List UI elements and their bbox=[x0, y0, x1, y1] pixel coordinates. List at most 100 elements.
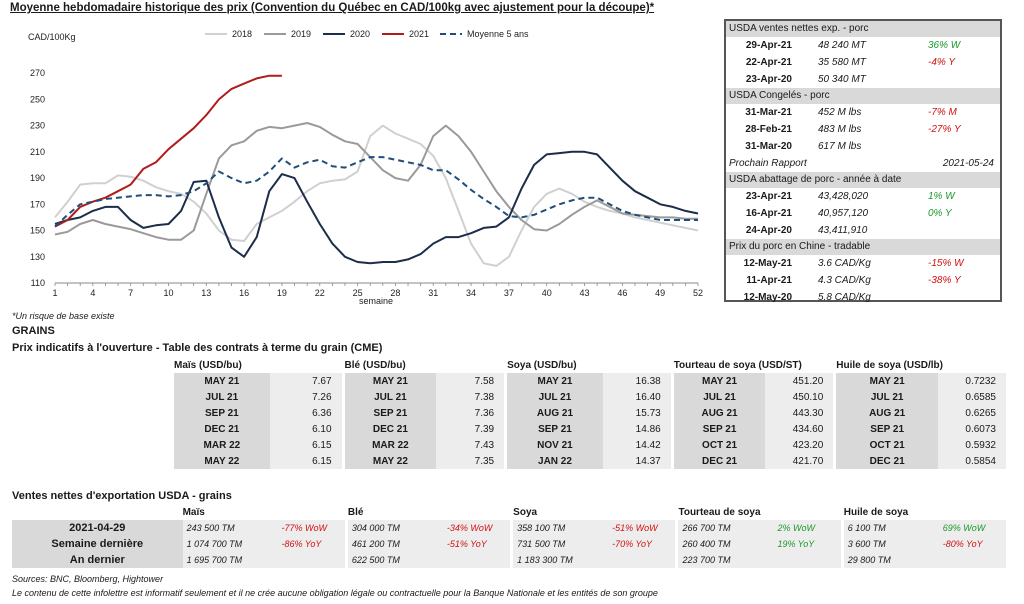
export-change: -70% YoY bbox=[612, 536, 676, 552]
contract-month: MAY 21 bbox=[507, 373, 603, 389]
x-tick-label: 28 bbox=[390, 288, 400, 298]
usda-value: 35 580 MT bbox=[818, 57, 866, 68]
y-tick-label: 250 bbox=[30, 94, 45, 104]
usda-section-title: USDA ventes nettes exp. - porc bbox=[726, 21, 1000, 37]
contract-month: JUL 21 bbox=[673, 389, 766, 405]
grain-row: DEC 21 6.10 DEC 21 7.39 SEP 21 14.86 SEP 21 434… bbox=[174, 421, 1006, 437]
y-tick-label: 110 bbox=[31, 278, 45, 288]
series-line-moyenne-5-ans bbox=[54, 156, 698, 228]
y-tick-label: 170 bbox=[30, 199, 45, 209]
export-volume: 622 500 TM bbox=[347, 552, 447, 568]
series-line-2021 bbox=[54, 74, 282, 228]
contract-price: 7.58 bbox=[436, 373, 505, 389]
usda-row: 16-Apr-21 40,957,120 0% Y bbox=[726, 205, 1000, 222]
contract-price: 16.40 bbox=[602, 389, 671, 405]
usda-row: 11-Apr-21 4.3 CAD/Kg -38% Y bbox=[726, 272, 1000, 289]
usda-row: 12-May-21 3.6 CAD/Kg -15% W bbox=[726, 255, 1000, 272]
grain-column-header: Blé (USD/bu) bbox=[344, 359, 406, 371]
usda-date: 12-May-20 bbox=[743, 292, 792, 303]
contract-month: MAY 22 bbox=[344, 453, 437, 469]
usda-value: 43,428,020 bbox=[818, 191, 869, 202]
usda-date: 28-Feb-21 bbox=[745, 124, 792, 135]
export-column-header: Blé bbox=[347, 506, 364, 518]
contract-price: 0.6073 bbox=[938, 421, 1006, 437]
usda-value: 617 M lbs bbox=[818, 141, 862, 152]
contract-price: 434.60 bbox=[765, 421, 834, 437]
x-tick-label: 16 bbox=[239, 288, 249, 298]
export-column-header: Tourteau de soya bbox=[678, 506, 761, 518]
usda-date: 11-Apr-21 bbox=[746, 275, 792, 286]
contract-month: DEC 21 bbox=[344, 421, 437, 437]
export-volume: 1 695 700 TM bbox=[182, 552, 282, 568]
usda-value: 452 M lbs bbox=[818, 107, 862, 118]
contract-month: AUG 21 bbox=[673, 405, 766, 421]
y-axis: 110 130 150 170 190 210 230 250 270 bbox=[30, 68, 45, 288]
contract-month: MAY 21 bbox=[836, 373, 938, 389]
export-volume: 6 100 TM bbox=[843, 520, 943, 536]
contract-price: 6.36 bbox=[269, 405, 342, 421]
y-tick-label: 150 bbox=[30, 226, 45, 236]
usda-date: 12-May-21 bbox=[743, 258, 792, 269]
contract-price: 421.70 bbox=[765, 453, 834, 469]
contract-month: MAR 22 bbox=[174, 437, 270, 453]
y-tick-label: 190 bbox=[30, 173, 45, 183]
contract-price: 16.38 bbox=[602, 373, 671, 389]
disclaimer: Le contenu de cette infolettre est infor… bbox=[12, 588, 658, 598]
export-volume: 260 400 TM bbox=[678, 536, 778, 552]
series-line-2020 bbox=[54, 150, 699, 265]
export-change: 19% YoY bbox=[777, 536, 841, 552]
contract-price: 15.73 bbox=[602, 405, 671, 421]
usda-value: 50 340 MT bbox=[818, 74, 866, 85]
x-tick-label: 31 bbox=[428, 288, 438, 298]
usda-date: 31-Mar-20 bbox=[745, 141, 792, 152]
export-column-header: Maïs bbox=[182, 506, 205, 518]
usda-section-title: USDA Congelés - porc bbox=[726, 88, 1000, 104]
export-change: -80% YoY bbox=[942, 536, 1006, 552]
chart-title: Moyenne hebdomadaire historique des prix… bbox=[10, 2, 655, 14]
usda-date: 23-Apr-21 bbox=[745, 191, 792, 202]
contract-month: SEP 21 bbox=[836, 421, 938, 437]
usda-value: 43,411,910 bbox=[818, 225, 868, 236]
usda-row: 29-Apr-21 48 240 MT 36% W bbox=[726, 37, 1000, 54]
export-change bbox=[777, 552, 841, 568]
contract-month: SEP 21 bbox=[344, 405, 437, 421]
export-volume: 304 000 TM bbox=[347, 520, 447, 536]
contract-price: 0.7232 bbox=[938, 373, 1006, 389]
grains-subheading: Prix indicatifs à l'ouverture - Table de… bbox=[12, 342, 383, 354]
sources: Sources: BNC, Bloomberg, Hightower bbox=[12, 574, 164, 584]
legend-label: Moyenne 5 ans bbox=[467, 29, 529, 39]
x-tick-label: 4 bbox=[90, 288, 95, 298]
legend-label: 2018 bbox=[232, 29, 252, 39]
export-volume: 1 183 300 TM bbox=[513, 552, 613, 568]
grain-row: MAY 22 6.15 MAY 22 7.35 JAN 22 14.37 DEC 21 421… bbox=[174, 453, 1006, 469]
contract-month: OCT 21 bbox=[836, 437, 938, 453]
export-change: 2% WoW bbox=[777, 520, 841, 536]
contract-price: 7.67 bbox=[269, 373, 342, 389]
export-change: -51% YoY bbox=[446, 536, 511, 552]
export-change: -34% WoW bbox=[446, 520, 511, 536]
usda-row: 12-May-20 5.8 CAD/Kg bbox=[726, 289, 1000, 306]
x-tick-label: 37 bbox=[504, 288, 514, 298]
export-volume: 223 700 TM bbox=[678, 552, 778, 568]
usda-change: 0% Y bbox=[928, 208, 952, 219]
usda-value: 5.8 CAD/Kg bbox=[818, 292, 871, 303]
y-tick-label: 210 bbox=[30, 147, 45, 157]
contract-month: JUL 21 bbox=[507, 389, 603, 405]
exports-heading: Ventes nettes d'exportation USDA - grain… bbox=[12, 490, 232, 502]
x-tick-label: 40 bbox=[542, 288, 552, 298]
export-row: An dernier 1 695 700 TM 622 500 TM 1 183 30… bbox=[12, 552, 1006, 568]
grain-row: MAR 22 6.15 MAR 22 7.43 NOV 21 14.42 OCT 21 423… bbox=[174, 437, 1006, 453]
export-row: 2021-04-29 243 500 TM -77% WoW 304 000 TM -3… bbox=[12, 520, 1006, 536]
y-tick-label: 270 bbox=[30, 68, 45, 78]
x-tick-label: 49 bbox=[655, 288, 665, 298]
export-column-header: Huile de soya bbox=[843, 506, 909, 518]
usda-change: -4% Y bbox=[928, 57, 956, 68]
contract-month: DEC 21 bbox=[836, 453, 938, 469]
contract-price: 7.43 bbox=[436, 437, 505, 453]
contract-price: 7.36 bbox=[436, 405, 505, 421]
contract-price: 6.10 bbox=[269, 421, 342, 437]
export-row-label: Semaine dernière bbox=[12, 536, 183, 552]
contract-month: NOV 21 bbox=[507, 437, 603, 453]
legend-label: 2019 bbox=[291, 29, 311, 39]
usda-value: 4.3 CAD/Kg bbox=[818, 275, 871, 286]
